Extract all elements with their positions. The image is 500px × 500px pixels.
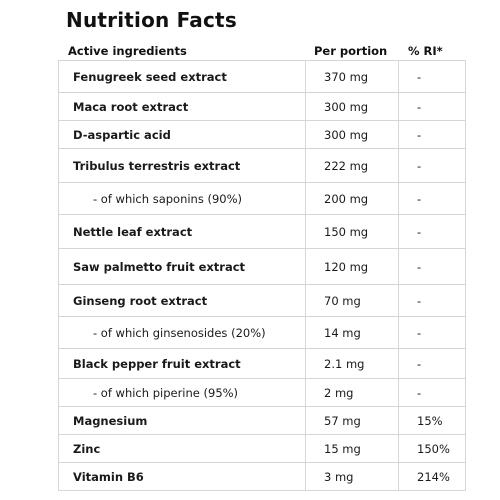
table-row: - of which saponins (90%) 200 mg - — [59, 182, 465, 214]
header-ri: % RI* — [408, 44, 443, 58]
ingredient-name: Tribulus terrestris extract — [73, 158, 241, 173]
ingredient-ri: - — [417, 158, 422, 173]
page-title: Nutrition Facts — [66, 8, 237, 32]
ingredient-name: Black pepper fruit extract — [73, 356, 241, 371]
ingredient-ri: - — [417, 99, 422, 114]
table-row: D-aspartic acid 300 mg - — [59, 120, 465, 148]
header-active-ingredients: Active ingredients — [68, 44, 187, 58]
ingredient-name: D-aspartic acid — [73, 127, 171, 142]
ingredient-name: - of which piperine (95%) — [93, 385, 239, 400]
ingredient-portion: 57 mg — [305, 407, 399, 434]
table-row: - of which piperine (95%) 2 mg - — [59, 378, 465, 406]
ingredient-portion: 370 mg — [305, 61, 399, 92]
ingredient-portion: 2 mg — [305, 379, 399, 406]
table-row: Fenugreek seed extract 370 mg - — [59, 60, 465, 92]
ingredient-name: Zinc — [73, 441, 101, 456]
ingredient-portion: 2.1 mg — [305, 349, 399, 378]
ingredient-name: - of which ginsenosides (20%) — [93, 325, 266, 340]
ingredient-ri: - — [417, 191, 422, 206]
ingredient-ri: - — [417, 224, 422, 239]
ingredient-portion: 3 mg — [305, 463, 399, 490]
table-row: - of which ginsenosides (20%) 14 mg - — [59, 316, 465, 348]
table-row: Vitamin B6 3 mg 214% — [59, 462, 465, 490]
ingredient-portion: 15 mg — [305, 435, 399, 462]
table-row: Ginseng root extract 70 mg - — [59, 284, 465, 316]
ingredient-name: - of which saponins (90%) — [93, 191, 243, 206]
ingredient-ri: - — [417, 325, 422, 340]
ingredient-portion: 120 mg — [305, 249, 399, 284]
table-row: Maca root extract 300 mg - — [59, 92, 465, 120]
ingredient-portion: 300 mg — [305, 93, 399, 120]
table-row: Magnesium 57 mg 15% — [59, 406, 465, 434]
ingredient-ri: - — [417, 127, 422, 142]
ingredient-name: Saw palmetto fruit extract — [73, 259, 246, 274]
table-row: Nettle leaf extract 150 mg - — [59, 214, 465, 248]
ingredient-name: Magnesium — [73, 413, 148, 428]
ingredient-ri: - — [417, 259, 422, 274]
ingredient-ri: 15% — [417, 413, 443, 428]
ingredient-portion: 200 mg — [305, 183, 399, 214]
table-row: Saw palmetto fruit extract 120 mg - — [59, 248, 465, 284]
nutrition-table: Fenugreek seed extract 370 mg - Maca roo… — [58, 60, 466, 491]
ingredient-portion: 222 mg — [305, 149, 399, 182]
ingredient-ri: - — [417, 293, 422, 308]
table-row: Tribulus terrestris extract 222 mg - — [59, 148, 465, 182]
ingredient-ri: 214% — [417, 469, 450, 484]
header-per-portion: Per portion — [314, 44, 388, 58]
ingredient-portion: 150 mg — [305, 215, 399, 248]
ingredient-name: Vitamin B6 — [73, 469, 144, 484]
ingredient-name: Fenugreek seed extract — [73, 69, 227, 84]
ingredient-ri: - — [417, 69, 422, 84]
table-row: Black pepper fruit extract 2.1 mg - — [59, 348, 465, 378]
ingredient-ri: - — [417, 385, 422, 400]
ingredient-ri: 150% — [417, 441, 450, 456]
ingredient-portion: 70 mg — [305, 285, 399, 316]
ingredient-ri: - — [417, 356, 422, 371]
ingredient-portion: 300 mg — [305, 121, 399, 148]
ingredient-portion: 14 mg — [305, 317, 399, 348]
ingredient-name: Ginseng root extract — [73, 293, 208, 308]
ingredient-name: Nettle leaf extract — [73, 224, 193, 239]
ingredient-name: Maca root extract — [73, 99, 189, 114]
table-row: Zinc 15 mg 150% — [59, 434, 465, 462]
